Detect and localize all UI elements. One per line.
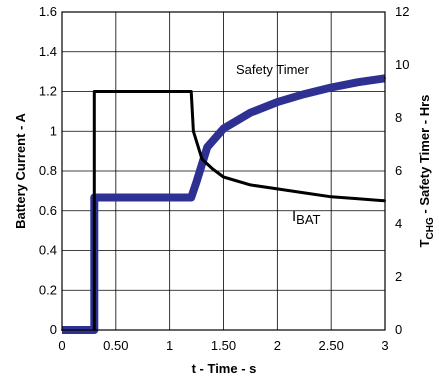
ibat-data-point (276, 187, 279, 190)
safety-timer-data-point (249, 111, 252, 114)
ibat-data-point (249, 183, 252, 186)
safety-timer-data-point (303, 93, 306, 96)
left-tick-label: 0 (50, 322, 57, 337)
safety-timer-data-point (206, 146, 209, 149)
safety-timer-data-point (222, 127, 225, 130)
ibat-annotation-main: I (292, 208, 296, 225)
right-tick-label: 0 (395, 322, 402, 337)
left-axis-title: Battery Current - A (13, 112, 28, 228)
safety-timer-data-point (276, 101, 279, 104)
plot-frame (61, 11, 386, 331)
right-tick-label: 8 (395, 110, 402, 125)
safety-timer-data-point (190, 196, 193, 199)
x-tick-label: 0 (58, 338, 65, 353)
x-tick-label: 2.50 (319, 338, 344, 353)
left-tick-label: 1.6 (39, 4, 57, 19)
right-axis-title-rest: - Safety Timer - Hrs (417, 95, 432, 218)
left-tick-label: 1.2 (39, 84, 57, 99)
ibat-data-point (201, 158, 203, 161)
ibat-data-point (222, 176, 225, 178)
ibat-annotation: IBAT (292, 208, 321, 227)
ibat-data-point (93, 90, 96, 93)
ibat-data-point (330, 195, 333, 198)
ibat-data-point (211, 168, 214, 170)
right-tick-label: 2 (395, 269, 402, 284)
right-tick-label: 12 (395, 4, 409, 19)
ibat-data-point (192, 130, 195, 133)
right-axis-title-subscript: CHG (425, 217, 436, 239)
safety-timer-data-point (195, 180, 198, 183)
ibat-data-point (303, 191, 306, 194)
safety-timer-data-point (330, 86, 333, 89)
right-tick-label: 10 (395, 57, 409, 72)
left-tick-label: 1.4 (39, 44, 57, 59)
safety-timer-data-point (357, 81, 360, 84)
x-tick-label: 2 (274, 338, 281, 353)
left-tick-label: 0.8 (39, 163, 57, 178)
right-tick-label: 4 (395, 216, 402, 231)
ibat-data-point (357, 197, 360, 200)
left-tick-label: 0.6 (39, 203, 57, 218)
x-axis-title: t - Time - s (192, 361, 257, 376)
safety-timer-annotation: Safety Timer (236, 62, 310, 77)
left-tick-label: 1 (50, 123, 57, 138)
right-axis-title: TCHG - Safety Timer - Hrs (417, 95, 436, 248)
x-tick-label: 0.50 (103, 338, 128, 353)
x-tick-label: 3 (381, 338, 388, 353)
left-tick-label: 0.4 (39, 243, 57, 258)
left-tick-label: 0.2 (39, 282, 57, 297)
x-tick-labels: 0 0.50 1 1.50 2 2.50 3 (58, 338, 388, 353)
right-axis-title-symbol: T (417, 239, 432, 247)
left-tick-labels: 0 0.2 0.4 0.6 0.8 1 1.2 1.4 1.6 (39, 4, 57, 337)
x-tick-label: 1.50 (211, 338, 236, 353)
right-tick-label: 6 (395, 163, 402, 178)
right-tick-labels: 0 2 4 6 8 10 12 (395, 4, 409, 337)
x-tick-label: 1 (166, 338, 173, 353)
ibat-data-point (190, 90, 193, 93)
ibat-annotation-subscript: BAT (296, 212, 320, 227)
